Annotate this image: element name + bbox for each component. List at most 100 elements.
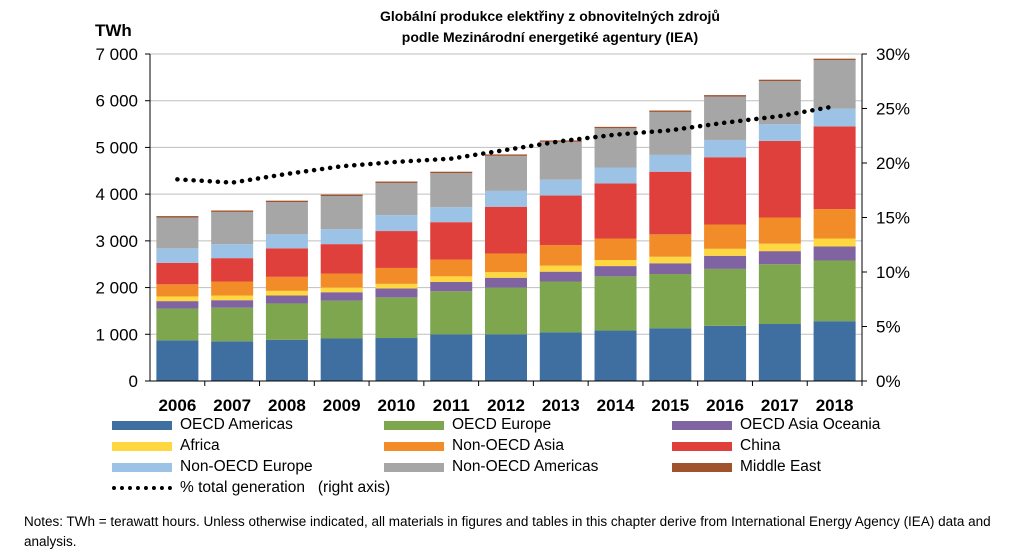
bar-segment xyxy=(704,96,747,140)
bar-segment xyxy=(320,300,363,339)
bar-segment xyxy=(594,128,637,168)
bar-segment xyxy=(758,324,801,381)
bar-segment xyxy=(485,155,527,191)
bar-segment xyxy=(320,244,363,274)
y-right-tick-label: 15% xyxy=(876,209,910,228)
bar-segment xyxy=(649,110,692,112)
legend-swatch xyxy=(384,420,444,430)
chart-notes: Notes: TWh = terawatt hours. Unless othe… xyxy=(24,514,991,549)
bar-segment xyxy=(704,224,747,249)
bar-segment xyxy=(156,340,199,381)
bar-segment xyxy=(156,248,199,263)
bar-segment xyxy=(211,295,254,301)
bar-segment xyxy=(649,111,692,155)
y-axis-unit-label: TWh xyxy=(95,21,132,40)
bar-segment xyxy=(758,264,801,325)
bar-segment xyxy=(265,234,308,249)
percent-total-generation-line xyxy=(175,104,837,185)
bar-segment xyxy=(539,141,582,180)
bar-segment xyxy=(813,60,856,109)
y-left-tick-label: 3 000 xyxy=(95,232,138,251)
bar-segment xyxy=(813,260,856,322)
legend-item: Non-OECD Europe xyxy=(112,457,313,477)
bar-segment xyxy=(375,338,418,381)
legend-swatch xyxy=(112,462,172,472)
y-right-tick-label: 0% xyxy=(876,372,901,391)
bar-segment xyxy=(758,251,801,265)
chart-title-line-1: Globální produkce elektřiny z obnoviteln… xyxy=(380,8,720,24)
legend-swatch xyxy=(384,462,444,472)
bar-segment xyxy=(265,290,308,296)
bar-segment xyxy=(320,229,363,245)
y-left-tick-label: 0 xyxy=(129,372,138,391)
legend-swatch xyxy=(112,441,172,451)
bar-segment xyxy=(265,202,308,235)
bar-segment xyxy=(485,334,527,381)
y-left-tick-label: 4 000 xyxy=(95,185,138,204)
bar-segment xyxy=(265,303,308,340)
bar-segment xyxy=(813,58,856,61)
bar-segment xyxy=(539,179,582,196)
bar-segment xyxy=(594,167,637,184)
bar-segment xyxy=(485,190,527,207)
bar-segment xyxy=(485,154,527,156)
bar-segment xyxy=(211,307,254,342)
legend-label: Non-OECD Europe xyxy=(180,458,313,475)
renewable-electricity-chart: 0 1 000 2 000 3 000 4 000 5 000 6 000 7 000 0% 5%… xyxy=(95,8,910,415)
legend-swatch xyxy=(672,462,732,472)
bar-segment xyxy=(485,206,527,254)
bar-segment xyxy=(539,245,582,266)
x-tick-label: 2018 xyxy=(816,396,854,415)
bar-segment xyxy=(594,330,637,381)
axes: 0 1 000 2 000 3 000 4 000 5 000 6 000 7 000 0% 5%… xyxy=(95,45,910,415)
bar-segment xyxy=(375,283,418,289)
bar-segment xyxy=(594,126,637,129)
legend-swatch xyxy=(384,441,444,451)
bar-segment xyxy=(375,182,418,216)
x-tick-label: 2017 xyxy=(761,396,799,415)
legend-label: OECD Europe xyxy=(452,416,552,433)
bar-segment xyxy=(649,328,692,381)
bar-segment xyxy=(594,238,637,261)
legend-item-line: % total generation (right axis) xyxy=(112,478,390,498)
bar-segment xyxy=(265,339,308,381)
bar-segment xyxy=(594,276,637,331)
bar-segment xyxy=(211,211,254,245)
bar-segment xyxy=(430,334,473,381)
bar-segment xyxy=(704,325,747,381)
bar-segment xyxy=(320,273,363,288)
bar-segment xyxy=(211,244,254,259)
legend-label: Non-OECD Asia xyxy=(452,437,564,454)
bar-segment xyxy=(539,140,582,142)
bar-segment xyxy=(430,207,473,223)
bar-segment xyxy=(649,154,692,172)
bar-segment xyxy=(156,217,199,249)
chart-title-line-2: podle Mezinárodní energetiké agentury (I… xyxy=(402,29,698,45)
x-tick-label: 2008 xyxy=(268,396,306,415)
y-right-tick-label: 20% xyxy=(876,154,910,173)
x-tick-label: 2015 xyxy=(651,396,689,415)
bar-segment xyxy=(320,287,363,293)
bar-segment xyxy=(485,253,527,273)
legend-label: OECD Americas xyxy=(180,416,293,433)
bar-segment xyxy=(813,108,856,127)
x-tick-label: 2013 xyxy=(542,396,580,415)
x-tick-label: 2010 xyxy=(378,396,416,415)
bar-segment xyxy=(430,291,473,335)
bar-segment xyxy=(156,284,199,297)
bar-segment xyxy=(813,321,856,381)
legend-item: Africa xyxy=(112,436,220,456)
y-left-tick-label: 5 000 xyxy=(95,138,138,157)
percent-line xyxy=(175,104,837,185)
bar-segment xyxy=(539,332,582,381)
bar-segment xyxy=(320,338,363,381)
legend-item: OECD Asia Oceania xyxy=(672,415,880,435)
bar-segment xyxy=(758,243,801,252)
bar-segment xyxy=(539,271,582,282)
bar-segment xyxy=(430,281,473,292)
bar-segment xyxy=(704,255,747,269)
bar-segment xyxy=(156,301,199,309)
legend-label: Middle East xyxy=(740,458,821,475)
bar-segment xyxy=(156,308,199,341)
bar-segment xyxy=(211,281,254,296)
